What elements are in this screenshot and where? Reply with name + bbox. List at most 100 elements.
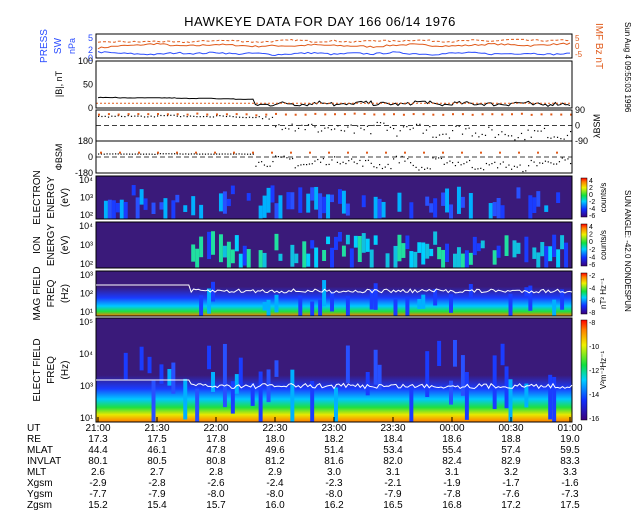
elect-field-cell (238, 357, 243, 386)
phi-point (516, 166, 518, 168)
ephemeris-value: 23:00 (321, 423, 347, 434)
phi-point (519, 164, 521, 166)
phi-point (477, 168, 479, 170)
ephemeris-value: 3.0 (327, 467, 341, 478)
ion-cell (226, 241, 231, 268)
phi-point (558, 161, 561, 163)
ion-ylabel-3: (eV) (60, 236, 71, 255)
electron-cell (429, 203, 434, 213)
electron-cell (266, 187, 271, 213)
ion-cell (230, 249, 235, 264)
phi-point (387, 163, 389, 166)
ephemeris-value: 3.2 (504, 467, 518, 478)
lambda-point-orange (393, 113, 395, 116)
ephemeris-value: 51.4 (324, 445, 344, 456)
lambda-point (163, 114, 165, 117)
ephemeris-row: MLT 2.6 2.7 2.8 2.9 3.0 3.1 3.1 3.2 3.3 (0, 467, 640, 478)
lambda-point (120, 115, 123, 118)
phi-point (480, 167, 482, 169)
lambda-point (566, 134, 569, 137)
phi-point (362, 165, 364, 167)
elect-field-cell (334, 387, 338, 422)
lambda-point-orange (501, 113, 504, 116)
ion-ytick: 10⁴ (79, 221, 93, 231)
mag-field-cell (330, 291, 334, 312)
ephemeris-value: 82.4 (442, 456, 462, 467)
electron-cell (397, 192, 402, 212)
phi-point (499, 163, 502, 165)
phi-point (297, 165, 299, 167)
ion-cell (464, 250, 469, 268)
phi-point-orange (423, 151, 425, 154)
phi-point (483, 169, 485, 171)
lambda-point (150, 115, 152, 117)
phi-point (356, 162, 358, 165)
mag-field-cell (369, 289, 374, 310)
lambda-point (304, 129, 306, 131)
lambda-point (491, 129, 493, 131)
lambda-point (317, 131, 319, 133)
electron-cell (544, 205, 549, 212)
electron-cell (159, 202, 164, 210)
mag-field-cell (468, 283, 473, 299)
phi-point (544, 160, 547, 162)
mag-field-colorbar-tick: -2 (589, 273, 595, 280)
ion-cell (242, 245, 247, 266)
lambda-point-orange (196, 112, 199, 115)
ephemeris-value: 3.3 (563, 467, 577, 478)
ion-cell (310, 240, 315, 249)
lambda-point (540, 130, 542, 132)
phi-point-orange (100, 151, 102, 154)
ephemeris-value: 18.8 (501, 434, 521, 445)
phi-point (508, 164, 510, 166)
electron-cell (460, 196, 465, 208)
phi-point-orange (176, 151, 178, 154)
lambda-point (258, 116, 260, 118)
phi-point (263, 164, 266, 166)
phi-point (542, 162, 544, 164)
elect-field-cell (524, 383, 529, 408)
electron-cell (226, 198, 231, 207)
lambda-point-orange (147, 113, 150, 116)
phi-point-orange (138, 151, 140, 154)
mag-field-cell (345, 296, 350, 316)
ephemeris-label: Zgsm (27, 500, 52, 511)
lambda-point-orange (530, 113, 533, 116)
ion-colorbar-label: counts/s (599, 230, 608, 260)
phi-point-orange (195, 151, 197, 154)
phi-point (252, 153, 254, 155)
lambda-point-orange (176, 113, 179, 116)
elect-field-cell (377, 364, 382, 390)
elect-field-cell (345, 345, 350, 384)
ion-cell (536, 252, 541, 268)
electron-cell (230, 185, 235, 195)
phi-point (454, 164, 457, 167)
phi-point-orange (442, 151, 444, 154)
electron-ylabel-2: ENERGY (46, 176, 57, 219)
elect-field-ylabel-1: ELECT FIELD (32, 338, 43, 401)
elect-field-cell (274, 360, 279, 377)
electron-cell (103, 200, 108, 219)
electron-cell (345, 203, 350, 216)
lambda-point (350, 124, 352, 126)
ion-cell (334, 236, 338, 250)
electron-cell (143, 198, 148, 210)
lambda-point (504, 133, 506, 136)
electron-cell (516, 187, 521, 199)
electron-cell (425, 196, 430, 206)
lambda-point-orange (275, 112, 277, 115)
b-magnitude-ytick: 0 (88, 103, 93, 113)
ion-cell (246, 249, 251, 268)
elect-field-cell (552, 377, 557, 422)
mag-field-frame (95, 270, 573, 317)
elect-field-cell (139, 346, 144, 371)
phi-point (140, 153, 142, 155)
phi-point-orange (157, 151, 159, 154)
ephemeris-row: Zgsm 15.2 15.4 15.7 16.0 16.2 16.5 16.8 17.2 17.5 (0, 500, 640, 511)
electron-cell (468, 193, 473, 219)
mag-field-colorbar (580, 272, 588, 315)
ion-cell (345, 234, 350, 245)
lambda-point (157, 115, 159, 117)
phi-point (564, 159, 566, 161)
ion-cell (234, 235, 239, 252)
